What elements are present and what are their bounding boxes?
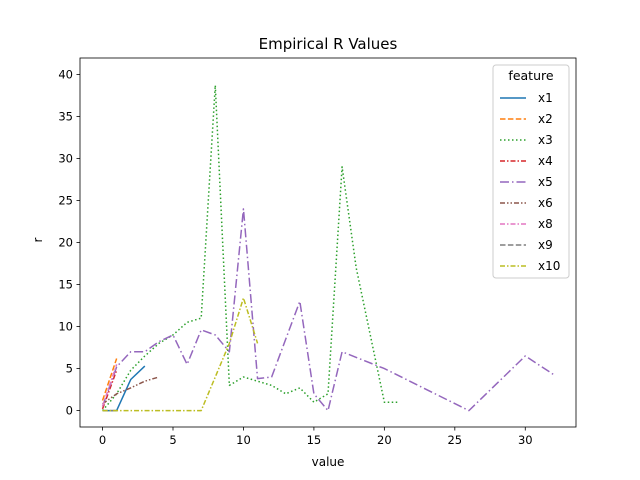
- x-axis-label: value: [312, 455, 345, 469]
- legend-label-x1: x1: [538, 91, 553, 105]
- y-tick-label: 10: [58, 320, 73, 334]
- y-tick-label: 35: [58, 109, 73, 123]
- legend-label-x8: x8: [538, 217, 553, 231]
- y-tick-label: 20: [58, 236, 73, 250]
- legend: feature x1 x2 x3 x4 x5 x6 x8 x9 x10: [492, 64, 570, 279]
- x-tick-label: 10: [236, 433, 251, 447]
- legend-label-x3: x3: [538, 133, 553, 147]
- legend-label-x4: x4: [538, 154, 553, 168]
- x-tick-label: 30: [518, 433, 533, 447]
- series-line-x3: [101, 84, 399, 412]
- legend-label-x2: x2: [538, 112, 553, 126]
- series-line-x10: [102, 297, 259, 412]
- legend-title: feature: [508, 68, 553, 83]
- y-tick-label: 15: [58, 278, 73, 292]
- x-tick-label: 25: [447, 433, 462, 447]
- x-tick-label: 0: [99, 433, 106, 447]
- legend-label-x5: x5: [538, 175, 553, 189]
- y-tick-label: 40: [58, 67, 73, 81]
- y-axis-label: r: [31, 237, 45, 242]
- legend-frame: [492, 64, 570, 279]
- y-tick-label: 5: [66, 362, 73, 376]
- legend-label-x10: x10: [538, 259, 560, 273]
- series-line-x8: [101, 364, 118, 407]
- series-line-x6: [102, 376, 160, 405]
- series-line-x4: [101, 370, 118, 410]
- series-line-x2: [101, 358, 118, 401]
- series-line-x5: [101, 208, 554, 412]
- y-tick-label: 0: [66, 404, 73, 418]
- y-tick-label: 30: [58, 151, 73, 165]
- x-tick-label: 15: [307, 433, 322, 447]
- chart-title: Empirical R Values: [259, 35, 398, 53]
- legend-label-x9: x9: [538, 238, 553, 252]
- x-tick-label: 5: [169, 433, 176, 447]
- x-tick-label: 20: [377, 433, 392, 447]
- y-tick-label: 25: [58, 193, 73, 207]
- plot-area: 0 5 10 15 20 25 30 0 5 10 15 20 25 30 35 40: [58, 57, 577, 447]
- legend-label-x6: x6: [538, 196, 553, 210]
